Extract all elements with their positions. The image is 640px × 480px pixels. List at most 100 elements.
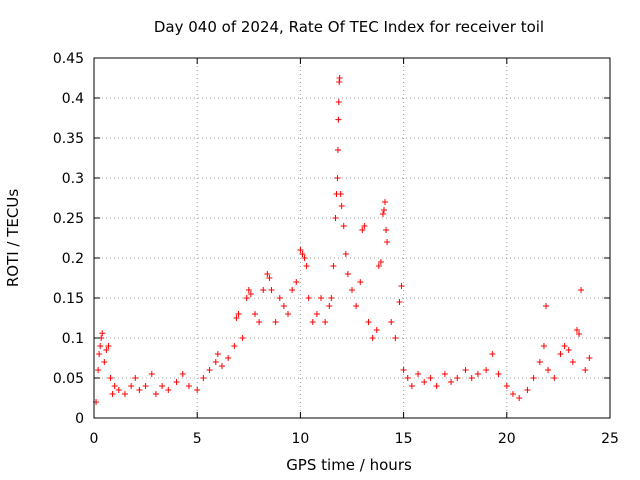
- data-point: [128, 383, 135, 389]
- data-point: [353, 303, 360, 309]
- data-point: [266, 275, 273, 281]
- y-tick-label: 0.25: [53, 211, 84, 227]
- data-point: [96, 351, 103, 357]
- data-point: [383, 227, 390, 233]
- data-point: [573, 327, 580, 333]
- data-point: [297, 247, 304, 253]
- grid-lines: [94, 58, 610, 418]
- data-point: [335, 116, 342, 123]
- x-tick-label: 10: [291, 431, 309, 447]
- data-points: [93, 75, 593, 405]
- y-tick-label: 0.1: [62, 331, 84, 347]
- data-point: [152, 391, 159, 397]
- data-point: [375, 263, 382, 269]
- data-point: [495, 371, 502, 377]
- plot-frame: [93, 57, 611, 419]
- data-point: [200, 375, 207, 381]
- data-point: [377, 259, 384, 265]
- data-point: [309, 319, 316, 325]
- data-point: [212, 359, 219, 365]
- data-point: [349, 287, 355, 293]
- data-point: [301, 255, 308, 261]
- data-point: [268, 287, 275, 293]
- data-point: [173, 379, 180, 385]
- data-point: [231, 343, 238, 349]
- data-point: [322, 319, 329, 325]
- data-point: [235, 311, 242, 317]
- data-point: [516, 395, 523, 401]
- data-point: [384, 239, 391, 245]
- data-point: [233, 315, 240, 321]
- data-point: [404, 375, 411, 381]
- y-tick-labels: 0 0.05 0.1 0.15 0.2 0.25 0.3 0.35 0.4 0.45: [53, 51, 84, 427]
- data-point: [388, 319, 395, 325]
- data-point: [454, 375, 461, 381]
- data-point: [359, 227, 366, 233]
- data-point: [427, 375, 434, 381]
- data-point: [474, 371, 481, 377]
- data-point: [448, 379, 455, 385]
- data-point: [561, 343, 568, 349]
- y-axis-title: ROTI / TECUs: [4, 189, 22, 287]
- data-point: [489, 351, 496, 357]
- data-point: [398, 283, 405, 289]
- data-point: [99, 330, 106, 337]
- data-point: [545, 367, 552, 373]
- data-point: [524, 387, 531, 393]
- data-point: [509, 391, 516, 397]
- data-point: [280, 303, 287, 309]
- data-point: [214, 351, 221, 357]
- data-point: [336, 75, 343, 81]
- data-point: [540, 343, 547, 349]
- data-point: [303, 263, 310, 269]
- data-point: [285, 311, 292, 317]
- data-point: [148, 371, 155, 377]
- data-point: [334, 175, 341, 181]
- data-point: [276, 295, 283, 301]
- data-point: [408, 383, 415, 389]
- x-tick-label: 15: [395, 431, 413, 447]
- data-point: [194, 387, 201, 393]
- data-point: [185, 383, 192, 389]
- data-point: [101, 359, 108, 365]
- data-point: [179, 371, 186, 377]
- data-point: [245, 287, 252, 293]
- data-point: [415, 371, 422, 377]
- data-point: [272, 319, 279, 325]
- data-point: [115, 387, 122, 393]
- data-point: [159, 383, 166, 389]
- data-point: [260, 287, 267, 293]
- data-point: [468, 375, 475, 381]
- data-point: [142, 383, 149, 389]
- data-point: [225, 355, 232, 361]
- data-point: [396, 299, 403, 305]
- data-point: [365, 319, 372, 325]
- data-point: [326, 303, 333, 309]
- data-point: [379, 211, 386, 217]
- data-point: [121, 391, 128, 397]
- data-point: [421, 379, 428, 385]
- data-point: [569, 359, 576, 365]
- x-axis-title: GPS time / hours: [286, 456, 412, 474]
- data-point: [95, 367, 102, 373]
- data-point: [462, 367, 469, 373]
- data-point: [400, 367, 407, 373]
- data-point: [433, 383, 440, 389]
- data-point: [551, 375, 558, 381]
- data-point: [357, 279, 364, 285]
- data-point: [483, 367, 490, 373]
- data-point: [338, 203, 345, 209]
- data-point: [441, 371, 448, 377]
- data-point: [536, 359, 543, 365]
- data-point: [503, 383, 510, 389]
- data-point: [313, 311, 320, 317]
- data-point: [330, 263, 337, 269]
- data-point: [109, 391, 116, 397]
- data-point: [361, 223, 368, 229]
- y-tick-label: 0.15: [53, 291, 84, 307]
- data-point: [373, 327, 380, 333]
- data-point: [299, 251, 306, 257]
- data-point: [328, 295, 335, 301]
- data-point: [289, 287, 296, 293]
